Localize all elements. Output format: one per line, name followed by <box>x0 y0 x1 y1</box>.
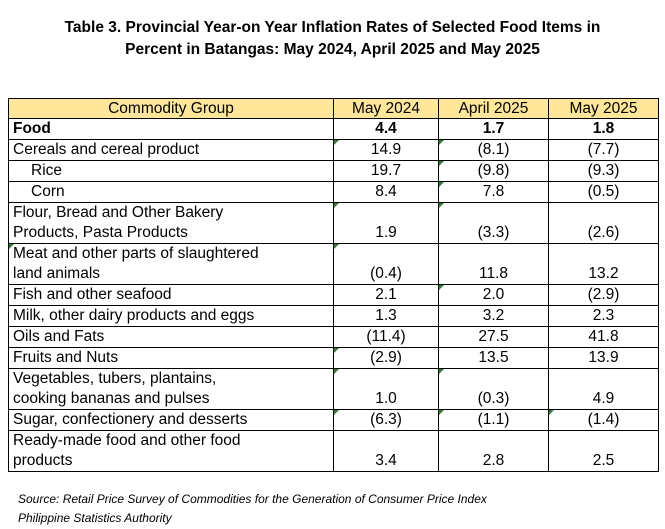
value-may-2024: 1.0 <box>333 368 439 410</box>
value-may-2025: 13.2 <box>548 243 659 285</box>
table-row: Rice 19.7 (9.8) (9.3) <box>8 160 659 182</box>
table-title: Table 3. Provincial Year-on Year Inflati… <box>0 17 665 61</box>
table-row: Fish and other seafood 2.1 2.0 (2.9) <box>8 284 659 306</box>
commodity-label: Rice <box>8 160 334 182</box>
table-row: Food 4.4 1.7 1.8 <box>8 118 659 140</box>
value-may-2025: (9.3) <box>548 160 659 182</box>
commodity-label-line: Flour, Bread and Other Bakery <box>13 204 224 221</box>
commodity-label-line: Oils and Fats <box>13 328 105 345</box>
value-may-2024: 8.4 <box>333 181 439 203</box>
commodity-label-line: Meat and other parts of slaughtered <box>13 245 259 262</box>
value-may-2024: 14.9 <box>333 139 439 161</box>
commodity-label: Fruits and Nuts <box>8 347 334 369</box>
commodity-label: Food <box>8 118 334 140</box>
commodity-label: Corn <box>8 181 334 203</box>
commodity-label: Ready-made food and other food products <box>8 430 334 472</box>
title-line: Percent in Batangas: May 2024, April 202… <box>125 41 540 58</box>
value-may-2025: 4.9 <box>548 368 659 410</box>
value-may-2025: 2.5 <box>548 430 659 472</box>
header-may-2025: May 2025 <box>548 98 659 119</box>
source-line: Philippine Statistics Authority <box>18 511 172 525</box>
value-april-2025: 7.8 <box>438 181 549 203</box>
commodity-label: Cereals and cereal product <box>8 139 334 161</box>
value-april-2025: 2.0 <box>438 284 549 306</box>
value-may-2024: 1.3 <box>333 305 439 327</box>
value-may-2025: 1.8 <box>548 118 659 140</box>
source-note: Source: Retail Price Survey of Commoditi… <box>18 490 487 528</box>
commodity-label: Vegetables, tubers, plantains, cooking ba… <box>8 368 334 410</box>
value-april-2025: 3.2 <box>438 305 549 327</box>
commodity-label-line: Products, Pasta Products <box>13 224 188 241</box>
value-may-2024: (2.9) <box>333 347 439 369</box>
commodity-label-line: Rice <box>31 162 63 179</box>
table-row: Flour, Bread and Other Bakery Products, P… <box>8 202 659 244</box>
header-commodity-group: Commodity Group <box>8 98 334 119</box>
value-april-2025: (8.1) <box>438 139 549 161</box>
table-row: Fruits and Nuts (2.9) 13.5 13.9 <box>8 347 659 369</box>
commodity-label: Sugar, confectionery and desserts <box>8 409 334 431</box>
source-line: Source: Retail Price Survey of Commoditi… <box>18 492 487 506</box>
value-april-2025: (3.3) <box>438 202 549 244</box>
value-may-2024: (11.4) <box>333 326 439 348</box>
value-may-2025: 41.8 <box>548 326 659 348</box>
value-april-2025: 13.5 <box>438 347 549 369</box>
value-may-2025: (0.5) <box>548 181 659 203</box>
value-may-2025: 2.3 <box>548 305 659 327</box>
value-may-2025: 13.9 <box>548 347 659 369</box>
value-may-2024: 1.9 <box>333 202 439 244</box>
value-april-2025: 1.7 <box>438 118 549 140</box>
value-may-2025: (1.4) <box>548 409 659 431</box>
commodity-label-line: Ready-made food and other food <box>13 432 241 449</box>
value-may-2025: (7.7) <box>548 139 659 161</box>
commodity-label-line: Vegetables, tubers, plantains, <box>13 370 217 387</box>
value-may-2024: (6.3) <box>333 409 439 431</box>
header-april-2025: April 2025 <box>438 98 549 119</box>
title-line: Table 3. Provincial Year-on Year Inflati… <box>64 19 601 36</box>
value-april-2025: 2.8 <box>438 430 549 472</box>
commodity-label-line: land animals <box>13 265 101 282</box>
value-may-2025: (2.9) <box>548 284 659 306</box>
header-may-2024: May 2024 <box>333 98 439 119</box>
value-may-2024: 19.7 <box>333 160 439 182</box>
commodity-label-line: Sugar, confectionery and desserts <box>13 411 248 428</box>
value-may-2024: 4.4 <box>333 118 439 140</box>
table-row: Oils and Fats (11.4) 27.5 41.8 <box>8 326 659 348</box>
value-may-2024: 2.1 <box>333 284 439 306</box>
table-row: Corn 8.4 7.8 (0.5) <box>8 181 659 203</box>
commodity-label: Oils and Fats <box>8 326 334 348</box>
commodity-label: Flour, Bread and Other Bakery Products, P… <box>8 202 334 244</box>
commodity-label: Meat and other parts of slaughtered land … <box>8 243 334 285</box>
header-row: Commodity Group May 2024 April 2025 May … <box>8 98 659 119</box>
commodity-label-line: Food <box>13 120 51 137</box>
commodity-label-line: cooking bananas and pulses <box>13 390 210 407</box>
commodity-label: Fish and other seafood <box>8 284 334 306</box>
value-may-2025: (2.6) <box>548 202 659 244</box>
table-row: Cereals and cereal product 14.9 (8.1) (7.7) <box>8 139 659 161</box>
table-row: Ready-made food and other food products 3.… <box>8 430 659 472</box>
inflation-table: Commodity Group May 2024 April 2025 May … <box>8 98 659 472</box>
commodity-label-line: Corn <box>31 183 65 200</box>
commodity-label-line: Fish and other seafood <box>13 286 172 303</box>
table-row: Sugar, confectionery and desserts (6.3) (1… <box>8 409 659 431</box>
value-april-2025: 27.5 <box>438 326 549 348</box>
table-row: Milk, other dairy products and eggs 1.3 3.… <box>8 305 659 327</box>
commodity-label: Milk, other dairy products and eggs <box>8 305 334 327</box>
commodity-label-line: products <box>13 452 73 469</box>
commodity-label-line: Cereals and cereal product <box>13 141 200 158</box>
value-april-2025: (0.3) <box>438 368 549 410</box>
value-may-2024: (0.4) <box>333 243 439 285</box>
value-april-2025: 11.8 <box>438 243 549 285</box>
commodity-label-line: Fruits and Nuts <box>13 349 119 366</box>
value-april-2025: (1.1) <box>438 409 549 431</box>
table-row: Vegetables, tubers, plantains, cooking ba… <box>8 368 659 410</box>
value-april-2025: (9.8) <box>438 160 549 182</box>
value-may-2024: 3.4 <box>333 430 439 472</box>
commodity-label-line: Milk, other dairy products and eggs <box>13 307 255 324</box>
table-row: Meat and other parts of slaughtered land … <box>8 243 659 285</box>
